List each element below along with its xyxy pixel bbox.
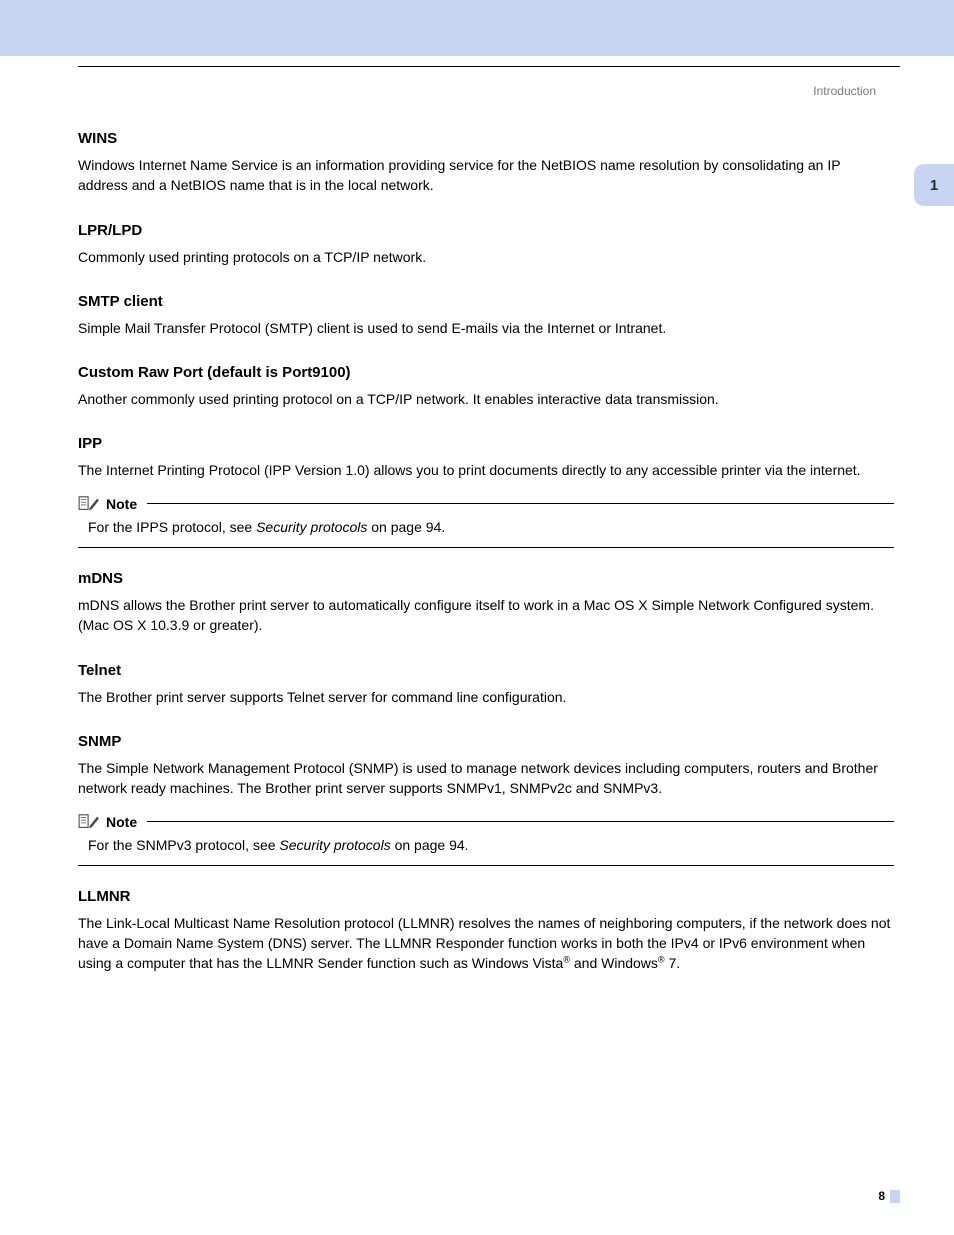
note-link-security-2[interactable]: Security protocols bbox=[279, 837, 390, 853]
body-wins: Windows Internet Name Service is an info… bbox=[78, 155, 894, 196]
note-pencil-icon bbox=[78, 813, 100, 831]
registered-mark-2: ® bbox=[658, 955, 665, 965]
header-rule bbox=[78, 66, 900, 67]
body-mdns: mDNS allows the Brother print server to … bbox=[78, 595, 894, 636]
llmnr-text-mid: and Windows bbox=[570, 955, 658, 971]
note-bottom-rule bbox=[78, 547, 894, 548]
note-header-2: Note bbox=[78, 813, 894, 831]
section-ipp: IPP The Internet Printing Protocol (IPP … bbox=[78, 435, 894, 480]
top-bar bbox=[0, 0, 954, 56]
heading-wins: WINS bbox=[78, 130, 894, 147]
section-lpr-lpd: LPR/LPD Commonly used printing protocols… bbox=[78, 222, 894, 267]
note-rule-2 bbox=[147, 821, 894, 822]
heading-snmp: SNMP bbox=[78, 733, 894, 750]
note-ipps: Note For the IPPS protocol, see Security… bbox=[78, 495, 894, 548]
section-raw-port: Custom Raw Port (default is Port9100) An… bbox=[78, 364, 894, 409]
section-llmnr: LLMNR The Link-Local Multicast Name Reso… bbox=[78, 888, 894, 974]
note-rule bbox=[147, 503, 894, 504]
note-snmpv3: Note For the SNMPv3 protocol, see Securi… bbox=[78, 813, 894, 866]
section-mdns: mDNS mDNS allows the Brother print serve… bbox=[78, 570, 894, 636]
chapter-tab: 1 bbox=[914, 164, 954, 206]
body-llmnr: The Link-Local Multicast Name Resolution… bbox=[78, 913, 894, 974]
heading-llmnr: LLMNR bbox=[78, 888, 894, 905]
registered-mark-1: ® bbox=[563, 955, 570, 965]
section-snmp: SNMP The Simple Network Management Proto… bbox=[78, 733, 894, 799]
note-text-post: on page 94. bbox=[367, 519, 445, 535]
note-body-ipps: For the IPPS protocol, see Security prot… bbox=[88, 517, 894, 545]
llmnr-text-tail: 7. bbox=[665, 955, 681, 971]
section-telnet: Telnet The Brother print server supports… bbox=[78, 662, 894, 707]
note-body-snmpv3: For the SNMPv3 protocol, see Security pr… bbox=[88, 835, 894, 863]
note-label-2: Note bbox=[106, 814, 137, 830]
body-telnet: The Brother print server supports Telnet… bbox=[78, 687, 894, 707]
section-wins: WINS Windows Internet Name Service is an… bbox=[78, 130, 894, 196]
page-number: 8 bbox=[878, 1189, 885, 1203]
llmnr-text-1: The Link-Local Multicast Name Resolution… bbox=[78, 915, 890, 972]
breadcrumb: Introduction bbox=[813, 84, 876, 98]
body-smtp: Simple Mail Transfer Protocol (SMTP) cli… bbox=[78, 318, 894, 338]
section-smtp: SMTP client Simple Mail Transfer Protoco… bbox=[78, 293, 894, 338]
body-lpr: Commonly used printing protocols on a TC… bbox=[78, 247, 894, 267]
heading-smtp: SMTP client bbox=[78, 293, 894, 310]
heading-ipp: IPP bbox=[78, 435, 894, 452]
body-ipp: The Internet Printing Protocol (IPP Vers… bbox=[78, 460, 894, 480]
body-snmp: The Simple Network Management Protocol (… bbox=[78, 758, 894, 799]
note-pencil-icon bbox=[78, 495, 100, 513]
heading-lpr: LPR/LPD bbox=[78, 222, 894, 239]
note-link-security[interactable]: Security protocols bbox=[256, 519, 367, 535]
heading-telnet: Telnet bbox=[78, 662, 894, 679]
note-label: Note bbox=[106, 496, 137, 512]
body-raw: Another commonly used printing protocol … bbox=[78, 389, 894, 409]
content-area: WINS Windows Internet Name Service is an… bbox=[78, 130, 894, 1000]
note-text-pre-2: For the SNMPv3 protocol, see bbox=[88, 837, 279, 853]
note-header: Note bbox=[78, 495, 894, 513]
note-bottom-rule-2 bbox=[78, 865, 894, 866]
heading-raw: Custom Raw Port (default is Port9100) bbox=[78, 364, 894, 381]
note-text-pre: For the IPPS protocol, see bbox=[88, 519, 256, 535]
note-text-post-2: on page 94. bbox=[391, 837, 469, 853]
page-number-bar bbox=[890, 1190, 900, 1203]
heading-mdns: mDNS bbox=[78, 570, 894, 587]
